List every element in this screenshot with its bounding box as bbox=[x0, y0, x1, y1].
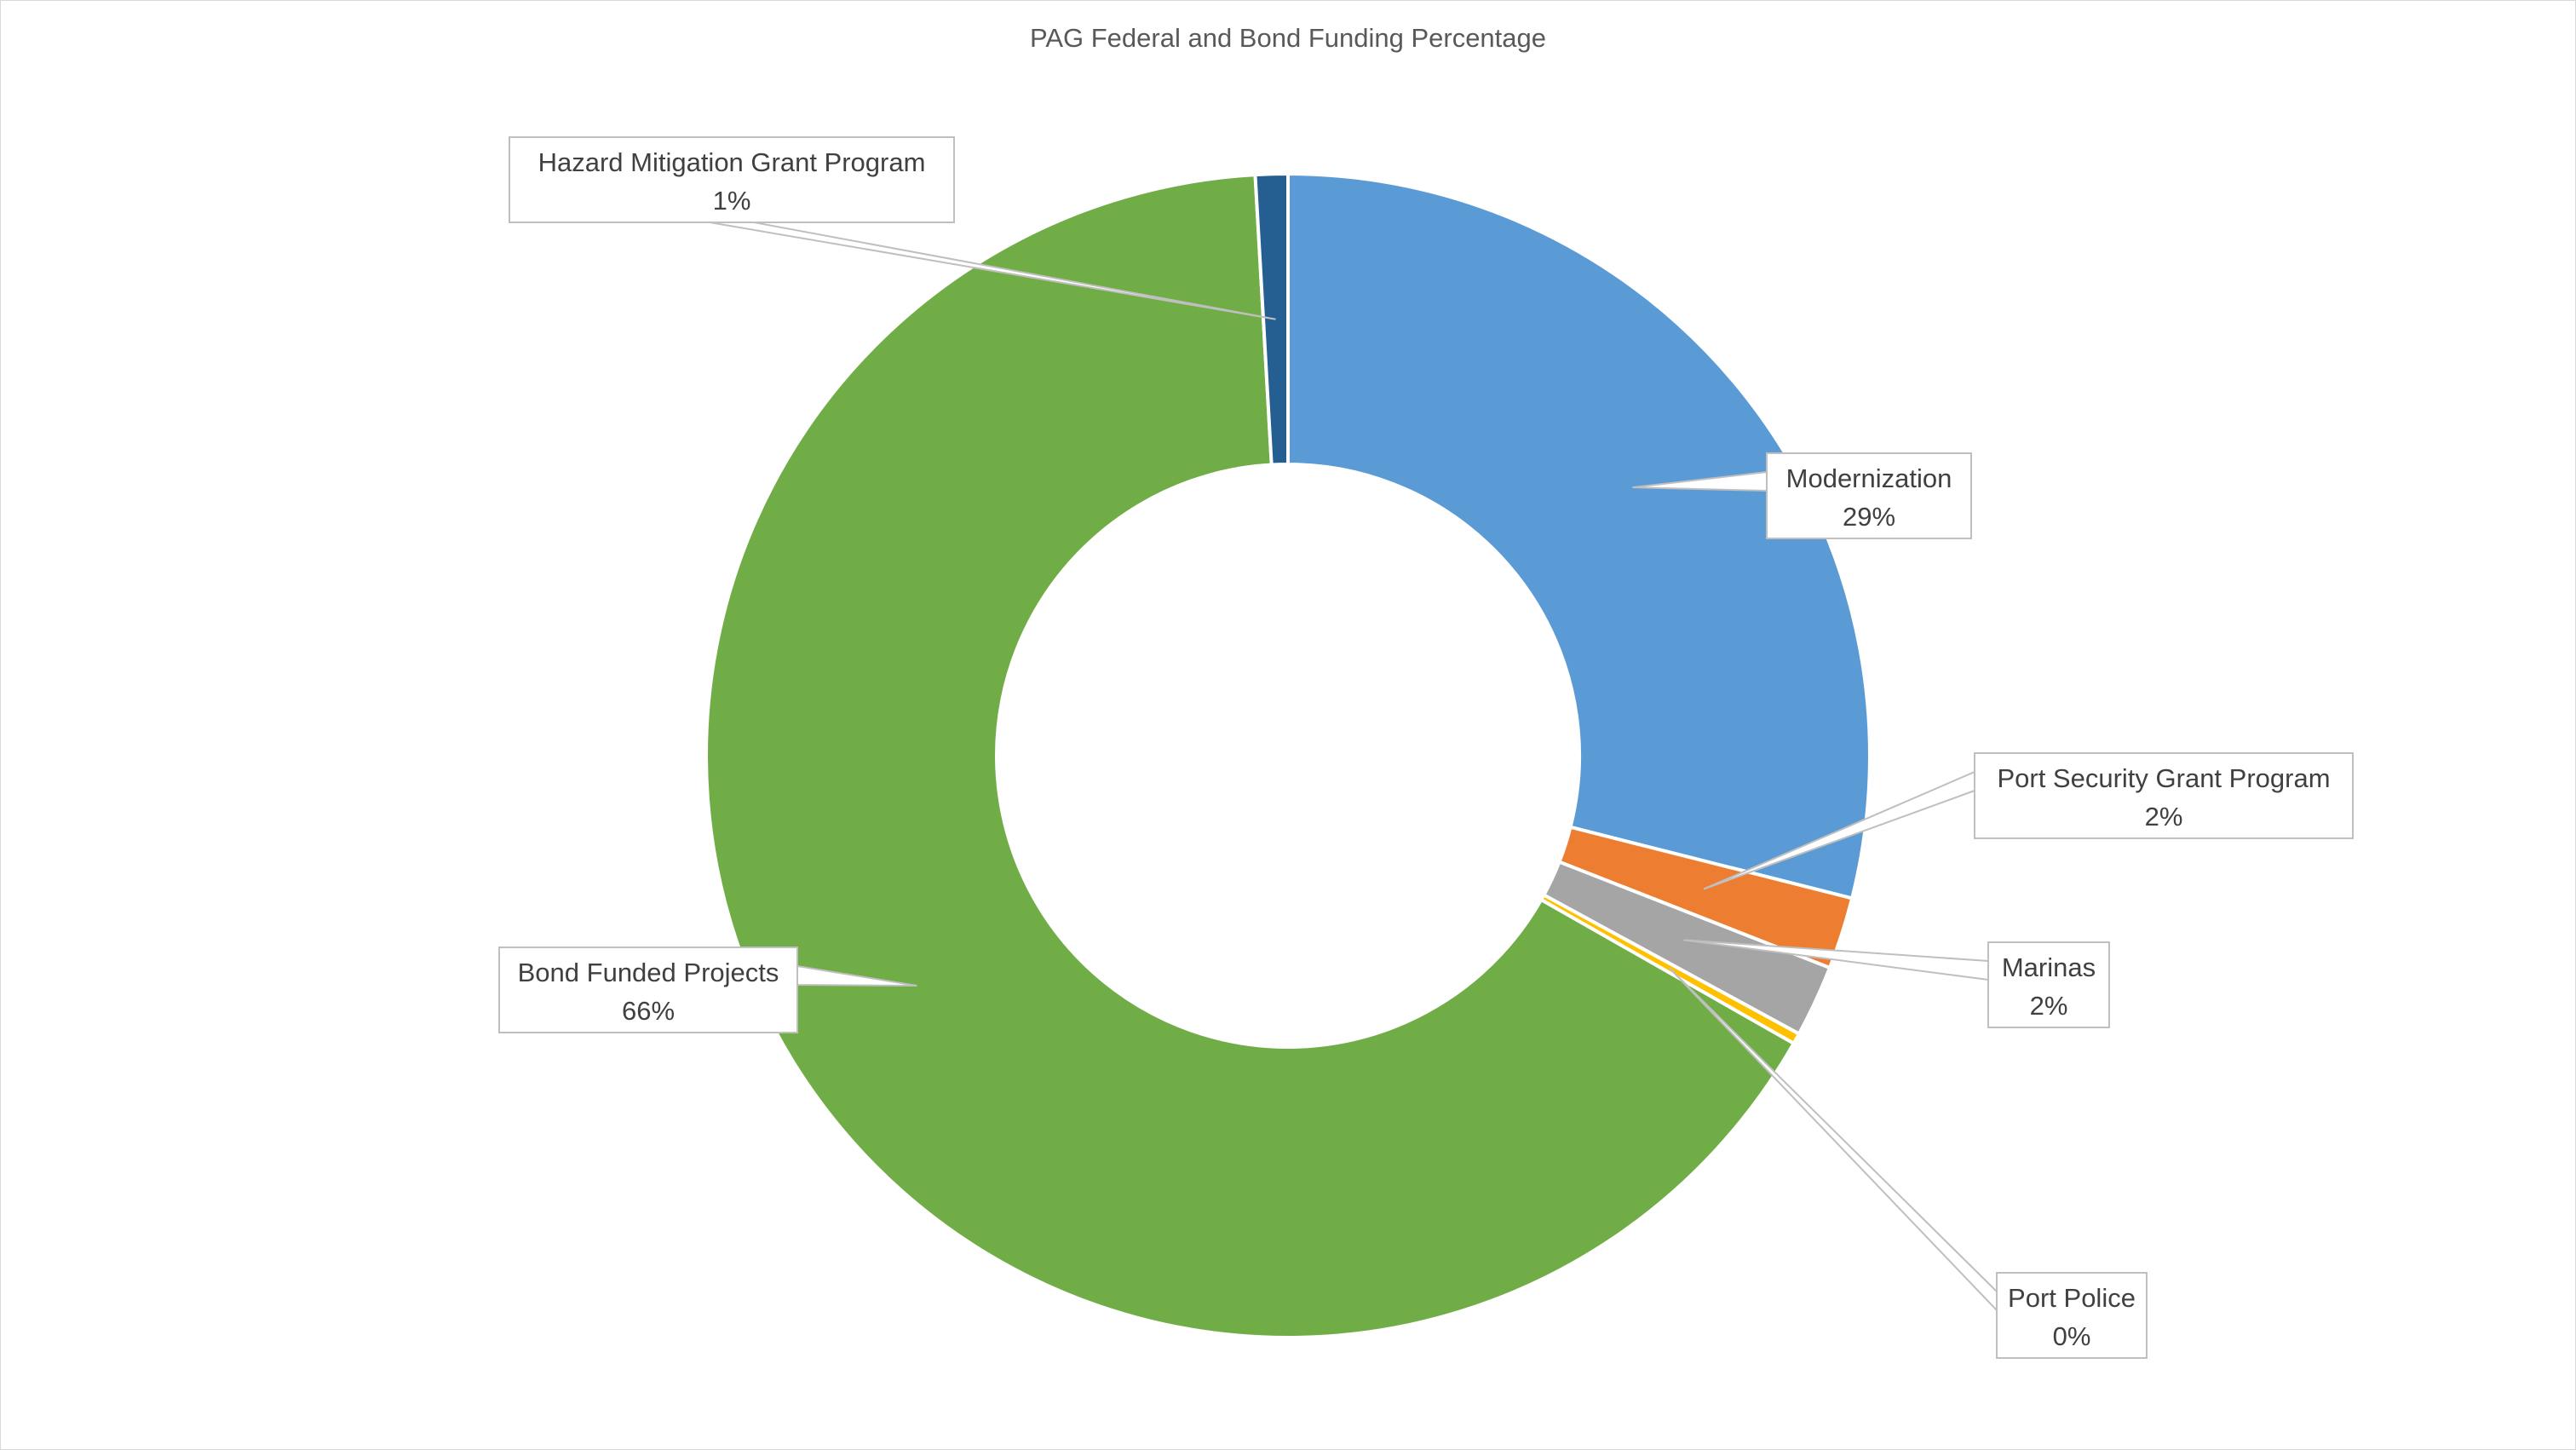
data-label-box bbox=[1996, 1272, 2148, 1359]
data-label-hazard-mitigation-grant-program: Hazard Mitigation Grant Program 1% bbox=[509, 136, 955, 223]
data-label-box bbox=[1974, 752, 2354, 839]
data-label-port-police: Port Police 0% bbox=[1996, 1272, 2148, 1359]
slice-modernization bbox=[1286, 171, 1872, 900]
data-label-percentage: 2% bbox=[2030, 991, 2068, 1021]
data-label-percentage: 0% bbox=[2053, 1321, 2091, 1351]
data-label-percentage: 1% bbox=[713, 186, 751, 216]
data-labels: Modernization 29% Port Security Grant Prog… bbox=[498, 136, 2354, 1359]
data-label-marinas: Marinas 2% bbox=[1987, 941, 2110, 1028]
data-label-category: Port Security Grant Program bbox=[1997, 763, 2330, 793]
data-label-category: Modernization bbox=[1786, 463, 1952, 493]
chart-title: PAG Federal and Bond Funding Percentage bbox=[1030, 23, 1546, 53]
data-label-category: Port Police bbox=[2008, 1283, 2136, 1313]
data-label-category: Hazard Mitigation Grant Program bbox=[538, 147, 926, 177]
data-label-box bbox=[498, 947, 798, 1033]
data-label-percentage: 29% bbox=[1843, 502, 1895, 532]
data-label-category: Bond Funded Projects bbox=[518, 958, 779, 987]
slice-bond-funded-projects bbox=[704, 172, 1797, 1339]
data-label-port-security-grant-program: Port Security Grant Program 2% bbox=[1974, 752, 2354, 839]
data-label-box bbox=[1766, 452, 1972, 539]
data-label-bond-funded-projects: Bond Funded Projects 66% bbox=[498, 947, 798, 1033]
doughnut-slices bbox=[704, 171, 1872, 1339]
data-label-box bbox=[509, 136, 955, 223]
data-label-category: Marinas bbox=[2002, 952, 2096, 982]
data-label-modernization: Modernization 29% bbox=[1766, 452, 1972, 539]
data-label-percentage: 66% bbox=[622, 996, 675, 1026]
data-label-percentage: 2% bbox=[2145, 802, 2183, 831]
data-label-box bbox=[1987, 941, 2110, 1028]
